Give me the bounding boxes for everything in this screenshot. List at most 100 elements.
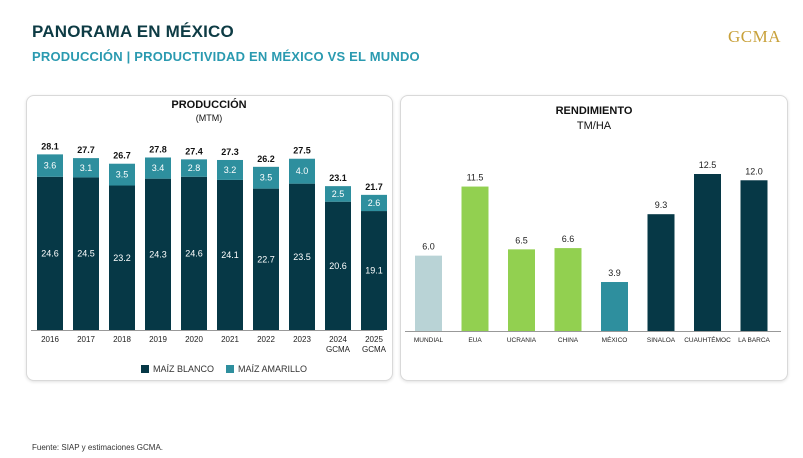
bar-yellow-corn — [145, 157, 171, 179]
data-label-yield: 9.3 — [655, 200, 668, 210]
data-label-yield: 12.5 — [699, 160, 717, 170]
data-label-white-corn: 24.6 — [41, 248, 59, 258]
production-chart: PRODUCCIÓN (MTM) 24.6 3.6 28.1 2016 24.5 3.1 27.… — [31, 98, 387, 354]
data-label-total: 28.1 — [41, 141, 59, 151]
legend-swatch-white-corn — [141, 365, 149, 373]
bar-white-corn — [253, 188, 279, 330]
data-label-yellow-corn: 4.0 — [296, 166, 309, 176]
bar-white-corn — [361, 211, 387, 330]
production-chart-panel: PRODUCCIÓN (MTM) 24.6 3.6 28.1 2016 24.5 3.1 27.… — [26, 95, 393, 381]
chart-title: PRODUCCIÓN — [171, 98, 246, 111]
chart-subtitle: TM/HA — [577, 120, 612, 132]
x-tick-label: 2018 — [113, 335, 131, 344]
x-tick-label: 2022 — [257, 335, 275, 344]
x-tick-label: 2025 — [365, 335, 383, 344]
x-tick-label: SINALOA — [647, 337, 676, 344]
bar-yellow-corn — [253, 166, 279, 189]
bar-yield — [647, 214, 675, 331]
bar-yield — [554, 248, 582, 331]
x-tick-label: CUAUHTÉMOC — [684, 335, 731, 344]
bar-white-corn — [145, 178, 171, 330]
chart-subtitle: (MTM) — [196, 113, 223, 123]
data-label-white-corn: 24.3 — [149, 249, 167, 259]
x-tick-label: 2023 — [293, 335, 311, 344]
data-label-white-corn: 24.1 — [221, 250, 239, 260]
bar-white-corn — [289, 183, 315, 330]
data-label-white-corn: 24.6 — [185, 248, 203, 258]
data-label-total: 27.3 — [221, 147, 239, 157]
data-label-total: 21.7 — [365, 182, 383, 192]
bar-yellow-corn — [181, 159, 207, 177]
x-tick-label: MUNDIAL — [414, 337, 444, 344]
bar-white-corn — [217, 179, 243, 330]
bar-yield — [508, 249, 535, 331]
gcma-logo: GCMA — [727, 27, 781, 46]
bar-yield — [740, 180, 768, 331]
chart-title: RENDIMIENTO — [556, 105, 633, 117]
page-subtitle: PRODUCCIÓN | PRODUCTIVIDAD EN MÉXICO VS … — [32, 49, 420, 64]
data-label-total: 27.5 — [293, 146, 311, 156]
legend-item-yellow-corn: MAÍZ AMARILLO — [226, 364, 307, 374]
bar-white-corn — [181, 176, 207, 330]
data-label-yellow-corn: 2.5 — [332, 189, 345, 199]
x-tick-label: 2021 — [221, 335, 239, 344]
x-tick-label: GCMA — [326, 345, 351, 354]
bar-white-corn — [325, 201, 351, 330]
data-label-white-corn: 23.5 — [293, 252, 311, 262]
legend-swatch-yellow-corn — [226, 365, 235, 373]
data-label-yield: 6.0 — [422, 242, 435, 252]
x-tick-label: MÉXICO — [602, 335, 628, 344]
bar-yield — [694, 174, 721, 331]
data-label-white-corn: 19.1 — [365, 266, 383, 276]
data-label-total: 27.7 — [77, 145, 95, 155]
bar-yellow-corn — [109, 163, 135, 186]
data-label-total: 26.7 — [113, 151, 131, 161]
data-label-yellow-corn: 3.4 — [152, 163, 165, 173]
data-label-total: 23.1 — [329, 173, 347, 183]
data-label-white-corn: 23.2 — [113, 253, 131, 263]
data-label-yield: 3.9 — [608, 268, 621, 278]
data-label-white-corn: 22.7 — [257, 254, 275, 264]
page-title: PANORAMA EN MÉXICO — [32, 22, 234, 41]
x-tick-label: EUA — [468, 337, 482, 344]
data-label-white-corn: 20.6 — [329, 261, 347, 271]
bar-yellow-corn — [361, 194, 387, 212]
bar-yield — [415, 255, 442, 331]
x-tick-label: 2017 — [77, 335, 95, 344]
bar-yellow-corn — [289, 158, 315, 184]
data-label-yield: 6.6 — [562, 234, 575, 244]
data-label-yellow-corn: 3.6 — [44, 161, 57, 171]
data-label-white-corn: 24.5 — [77, 249, 95, 259]
x-tick-label: UCRANIA — [507, 337, 537, 344]
bar-yield — [601, 282, 628, 331]
data-label-total: 27.8 — [149, 144, 167, 154]
yield-chart: RENDIMIENTO TM/HA 6.0 MUNDIAL 11.5 EUA 6.5 UCRA… — [405, 105, 781, 344]
data-label-yield: 12.0 — [745, 166, 763, 176]
x-tick-label: CHINA — [558, 337, 579, 344]
bar-white-corn — [73, 177, 99, 330]
data-label-total: 26.2 — [257, 154, 275, 164]
data-label-yellow-corn: 2.8 — [188, 163, 201, 173]
bar-white-corn — [37, 176, 63, 330]
bar-yellow-corn — [37, 154, 63, 177]
x-tick-label: GCMA — [362, 345, 387, 354]
source-note: Fuente: SIAP y estimaciones GCMA. — [32, 443, 164, 452]
data-label-yield: 11.5 — [467, 173, 484, 183]
production-legend: MAÍZ BLANCO MAÍZ AMARILLO — [141, 364, 307, 374]
data-label-yield: 6.5 — [515, 235, 528, 245]
x-tick-label: LA BARCA — [738, 337, 770, 344]
data-label-total: 27.4 — [185, 146, 203, 156]
data-label-yellow-corn: 3.5 — [260, 173, 273, 183]
x-tick-label: 2016 — [41, 335, 59, 344]
data-label-yellow-corn: 3.1 — [80, 163, 93, 173]
data-label-yellow-corn: 2.6 — [368, 198, 381, 208]
data-label-yellow-corn: 3.5 — [116, 170, 129, 180]
legend-item-white-corn: MAÍZ BLANCO — [141, 364, 214, 374]
bar-yield — [461, 186, 489, 331]
x-tick-label: 2020 — [185, 335, 203, 344]
bar-yellow-corn — [217, 159, 243, 180]
legend-label-white-corn: MAÍZ BLANCO — [153, 364, 215, 374]
bar-yellow-corn — [325, 186, 351, 202]
data-label-yellow-corn: 3.2 — [224, 165, 237, 175]
x-tick-label: 2019 — [149, 335, 167, 344]
